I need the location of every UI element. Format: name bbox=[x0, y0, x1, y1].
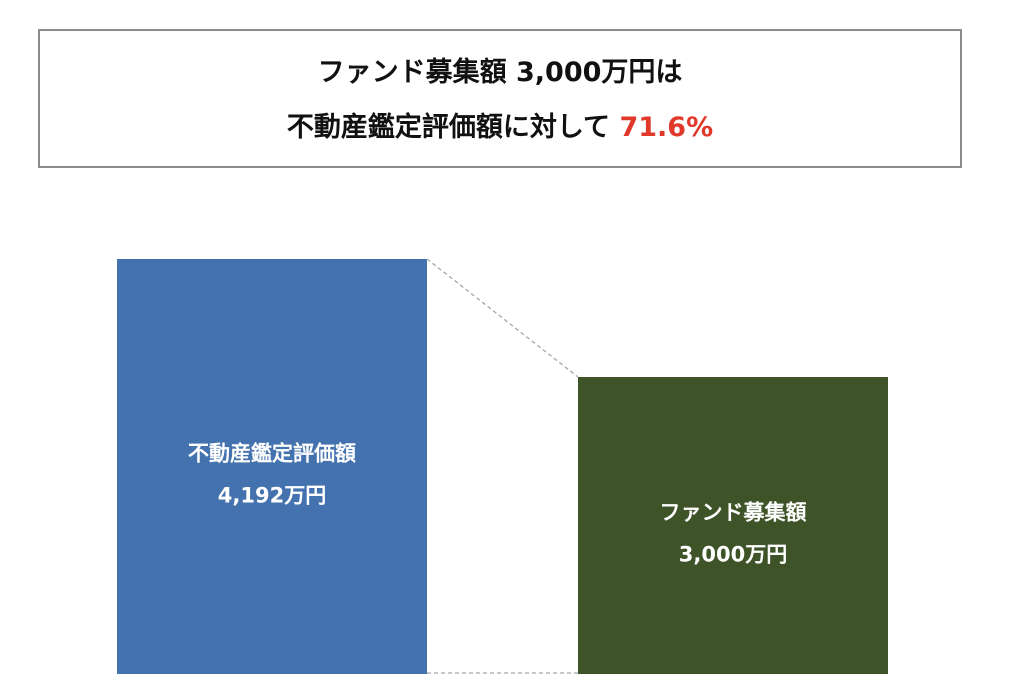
bar-category-label: ファンド募集額 bbox=[660, 501, 807, 525]
bar-value-label: 3,000万円 bbox=[679, 543, 787, 567]
headline-line-1: ファンド募集額 3,000万円は bbox=[317, 57, 683, 88]
ratio-value: 71.6% bbox=[619, 112, 714, 143]
bar-category-label: 不動産鑑定評価額 bbox=[188, 442, 356, 466]
connector-line-top bbox=[426, 258, 579, 378]
headline-line-2: 不動産鑑定評価額に対して 71.6% bbox=[40, 111, 960, 145]
bar-fund bbox=[578, 377, 888, 674]
bar-value-label: 4,192万円 bbox=[218, 484, 326, 508]
headline-box: ファンド募集額 3,000万円は 不動産鑑定評価額に対して 71.6% bbox=[38, 29, 962, 168]
headline-line-2-prefix: 不動産鑑定評価額に対して bbox=[286, 112, 620, 143]
bar-appraisal bbox=[117, 259, 427, 674]
